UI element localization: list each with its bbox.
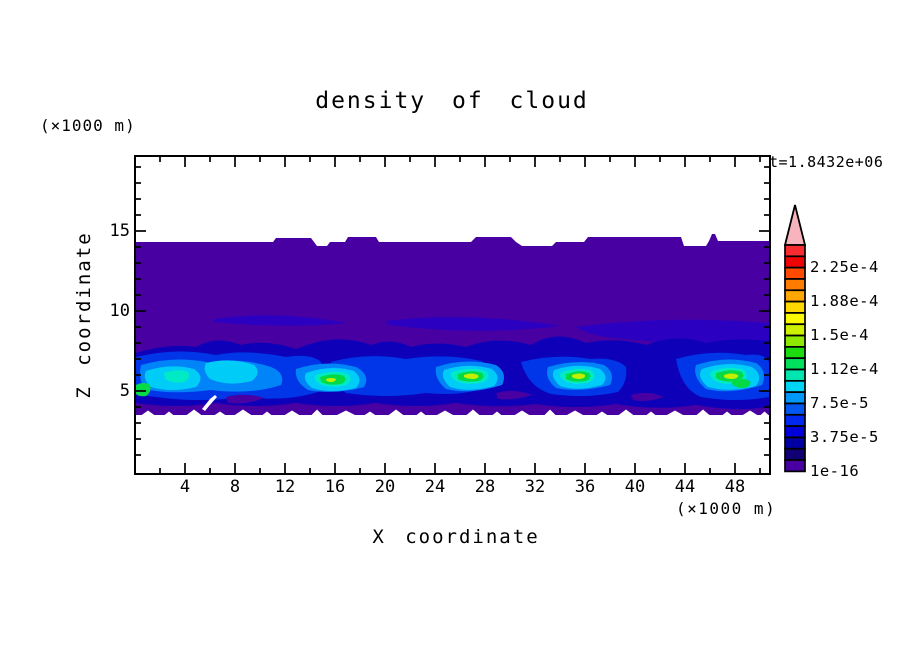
x-tick-label: 12 xyxy=(274,477,296,497)
colorbar-cell xyxy=(784,391,806,405)
contour-cell-yellowgreen xyxy=(464,373,479,379)
colorbar-cell xyxy=(784,312,806,326)
colorbar-cell xyxy=(784,323,806,337)
colorbar-cell xyxy=(784,413,806,427)
contour-band-cyan xyxy=(204,360,258,384)
colorbar-label: 1e-16 xyxy=(810,462,860,480)
x-axis-title: X coordinate xyxy=(372,526,540,548)
contour-dense-streaks xyxy=(214,315,348,326)
colorbar-cell xyxy=(784,278,806,292)
colorbar-cell xyxy=(784,402,806,416)
colorbar-cell xyxy=(784,425,806,439)
colorbar-cell xyxy=(784,266,806,280)
colorbar-cell xyxy=(784,447,806,461)
colorbar-cell xyxy=(784,300,806,314)
chart-title: density of cloud xyxy=(315,88,589,114)
contour-dense-streaks xyxy=(386,317,561,331)
plot-frame xyxy=(134,155,771,475)
colorbar-cell xyxy=(784,357,806,371)
x-tick-label: 16 xyxy=(324,477,346,497)
contour-cell-green xyxy=(732,379,751,388)
colorbar-label: 3.75e-5 xyxy=(810,428,879,446)
contour-cell-yellowgreen xyxy=(326,378,336,382)
contour-dense-streaks xyxy=(576,319,769,344)
colorbar-cell xyxy=(784,459,806,473)
cloud-base-ragged-edge xyxy=(141,409,769,416)
z-tick-label: 15 xyxy=(109,221,130,241)
z-tick-label: 5 xyxy=(119,381,130,401)
time-annotation: t=1.8432e+06 xyxy=(769,153,884,171)
colorbar-cell xyxy=(784,289,806,303)
contour-cell-green xyxy=(136,383,151,397)
x-tick-label: 36 xyxy=(574,477,596,497)
colorbar-label: 2.25e-4 xyxy=(810,258,879,276)
contour-cell-yellowgreen xyxy=(572,373,586,379)
colorbar-label: 1.5e-4 xyxy=(810,326,869,344)
contour-base-purple-speckles xyxy=(631,392,664,401)
x-tick-label: 20 xyxy=(374,477,396,497)
contour-field xyxy=(136,157,769,473)
x-tick-label: 44 xyxy=(674,477,696,497)
x-tick-label: 32 xyxy=(524,477,546,497)
colorbar xyxy=(783,204,807,473)
x-tick-label: 40 xyxy=(624,477,646,497)
colorbar-cell xyxy=(784,436,806,450)
colorbar-label: 1.88e-4 xyxy=(810,292,879,310)
contour-band-turquoise xyxy=(164,370,190,383)
colorbar-overflow-arrow xyxy=(783,204,807,246)
x-tick-label: 28 xyxy=(474,477,496,497)
colorbar-label: 1.12e-4 xyxy=(810,360,879,378)
z-tick-label: 10 xyxy=(109,301,130,321)
colorbar-cell xyxy=(784,368,806,382)
x-axis-unit-label: (×1000 m) xyxy=(676,499,777,518)
colorbar-cell xyxy=(784,379,806,394)
colorbar-cell xyxy=(784,334,806,348)
contour-cell-yellowgreen xyxy=(724,373,739,379)
z-axis-unit-label: (×1000 m) xyxy=(40,116,136,135)
colorbar-cell xyxy=(784,346,806,360)
contour-base-purple-speckles xyxy=(226,394,264,404)
contour-white-slash xyxy=(202,395,217,411)
colorbar-cell xyxy=(784,244,806,258)
contour-base-purple-speckles xyxy=(496,390,532,400)
x-tick-label: 4 xyxy=(179,477,191,497)
x-tick-label: 24 xyxy=(424,477,446,497)
colorbar-label: 7.5e-5 xyxy=(810,394,869,412)
colorbar-cell xyxy=(784,255,806,269)
x-tick-label: 8 xyxy=(229,477,241,497)
x-tick-label: 48 xyxy=(724,477,746,497)
